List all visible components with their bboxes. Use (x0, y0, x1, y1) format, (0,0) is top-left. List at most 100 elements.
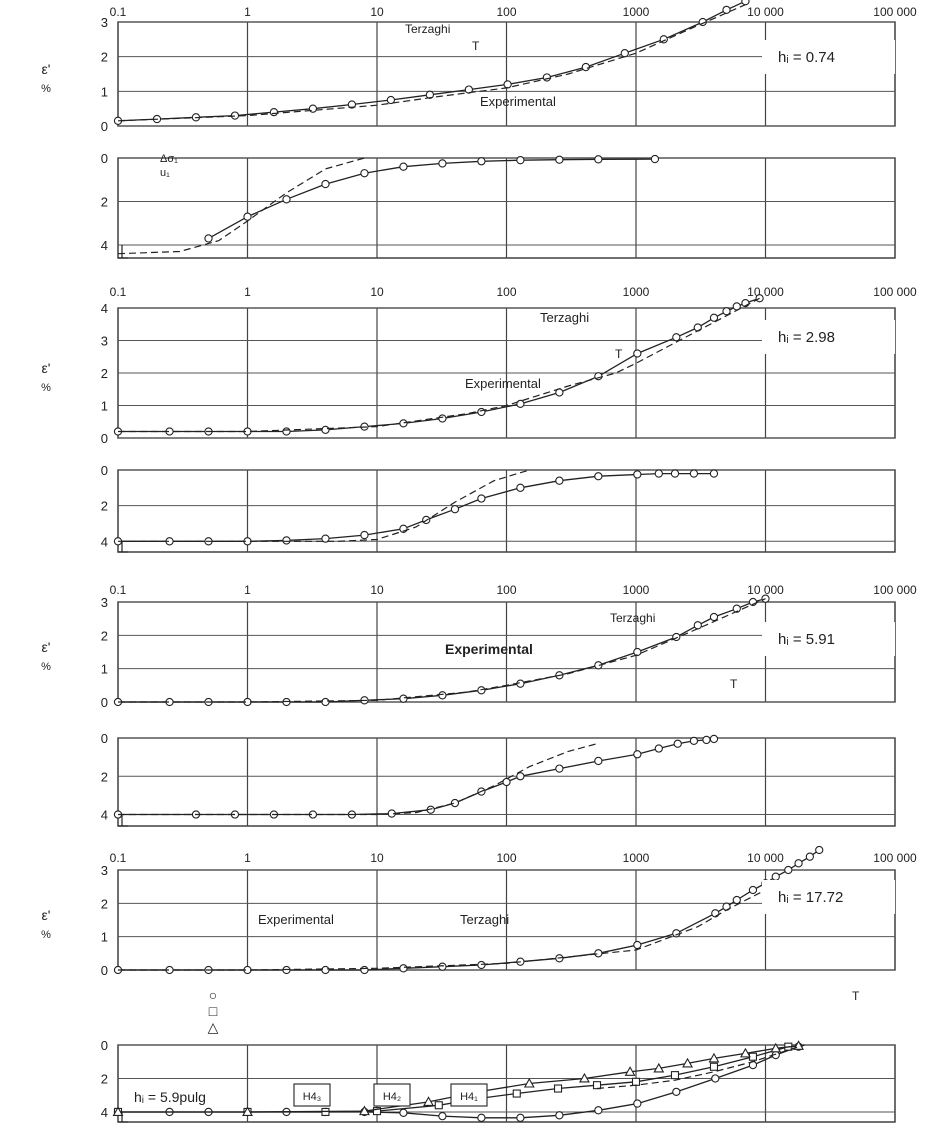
data-point (502, 777, 511, 787)
data-point (450, 798, 460, 808)
x-tick-label: 10 000 (747, 285, 784, 299)
data-point (741, 0, 750, 6)
data-point (732, 604, 741, 613)
chart-panel-8: 4 2 0 (101, 1038, 896, 1123)
layer-box (293, 1083, 331, 1107)
data-point (477, 157, 486, 166)
data-point-triangle (624, 1066, 636, 1076)
y-tick-label: 0 (101, 1038, 108, 1053)
data-point (594, 155, 603, 164)
experimental-annotation: Experimental (465, 376, 541, 391)
data-point (702, 735, 711, 745)
data-point (243, 212, 252, 221)
layer-box (373, 1083, 411, 1107)
data-point (425, 90, 435, 99)
y-axis-label: ε' (42, 907, 51, 923)
data-point (321, 179, 330, 189)
legend-symbol: ○ (209, 987, 217, 1003)
data-point (282, 536, 291, 545)
x-tick-label: 100 000 (873, 583, 917, 597)
x-tick-label: 10 (370, 583, 384, 597)
t-annotation: T (730, 677, 738, 691)
data-point (360, 530, 369, 540)
x-tick-label: 0.1 (110, 851, 127, 865)
y-tick-label: 3 (101, 334, 108, 349)
data-point-triangle (523, 1077, 535, 1088)
x-tick-label: 1 (244, 583, 251, 597)
experimental-annotation: Experimental (480, 94, 556, 109)
y-tick-label: 0 (101, 431, 108, 446)
data-point (689, 469, 699, 478)
data-point (477, 407, 486, 417)
data-point (650, 154, 660, 164)
x-tick-label: 100 000 (873, 285, 917, 299)
x-tick-label: 1000 (623, 285, 650, 299)
x-tick-label: 1 (244, 285, 251, 299)
data-point (477, 494, 486, 503)
y-axis-label: ε' (42, 61, 51, 77)
thickness-label: hᵢ = 2.98 (778, 329, 835, 346)
data-point-square (631, 1077, 641, 1086)
y-tick-label: 2 (101, 50, 108, 65)
data-point (673, 739, 682, 748)
y-tick-label: 3 (101, 863, 108, 878)
data-point (815, 845, 824, 855)
data-point (321, 697, 330, 707)
data-point (711, 1074, 720, 1083)
pore-pressure-annotation: u₁ (160, 167, 170, 179)
x-tick-label: 0.1 (110, 5, 127, 19)
data-point (709, 612, 719, 622)
y-tick-label: 2 (101, 499, 108, 514)
data-point (438, 414, 447, 423)
label-background (762, 320, 895, 354)
data-point-triangle (708, 1052, 720, 1063)
data-point (555, 764, 564, 773)
y-tick-label: 0 (101, 463, 108, 478)
data-point (399, 419, 408, 428)
chart-panel-3: 0 1 2 3 40.1 1 10 100 1000 10 000 100 000 ε'% (41, 285, 917, 446)
y-tick-label: 4 (101, 534, 108, 549)
data-point (399, 1108, 408, 1117)
thickness-label: hᵢ = 0.74 (778, 49, 835, 66)
chart-panel-7: 0 1 2 30.1 1 10 100 1000 10 000 100 000 ε'% (41, 845, 917, 978)
data-point (594, 372, 603, 381)
data-point (386, 95, 396, 105)
data-point (438, 1111, 447, 1121)
terzaghi-curve (118, 882, 828, 971)
y-axis-unit: % (41, 83, 51, 95)
t-annotation: T (472, 39, 480, 53)
y-tick-label: 2 (101, 628, 108, 643)
data-point (748, 885, 758, 895)
label-background (762, 40, 895, 74)
data-point-square (748, 1052, 758, 1061)
legend-symbol: △ (208, 1019, 219, 1035)
data-point (732, 895, 741, 905)
data-point (594, 661, 603, 670)
data-point-square (512, 1089, 521, 1098)
experimental-annotation: Experimental (258, 912, 334, 927)
data-point (805, 852, 814, 861)
x-tick-label: 100 (496, 5, 516, 19)
experimental-curve (118, 472, 714, 542)
data-point (321, 425, 330, 435)
data-point (516, 483, 525, 492)
chart-panel-4: 4 2 0 (101, 463, 896, 553)
y-axis-unit: % (41, 661, 51, 673)
x-tick-label: 100 000 (873, 5, 917, 19)
data-point (269, 107, 279, 117)
x-tick-label: 10 (370, 5, 384, 19)
y-tick-label: 4 (101, 238, 108, 253)
data-point-triangle (770, 1042, 782, 1053)
data-point-square (553, 1084, 563, 1093)
y-tick-label: 0 (101, 731, 108, 746)
chart-panel-2: 4 2 0 (101, 151, 896, 259)
data-point (360, 965, 369, 975)
terzaghi-annotation: Terzaghi (405, 22, 450, 36)
data-point (477, 960, 486, 970)
data-point (516, 772, 525, 781)
layer-label: H4₂ (383, 1091, 401, 1103)
data-point (722, 307, 731, 316)
x-tick-label: 0.1 (110, 583, 127, 597)
terzaghi-annotation: Terzaghi (540, 310, 589, 325)
data-point-triangle (579, 1072, 590, 1083)
